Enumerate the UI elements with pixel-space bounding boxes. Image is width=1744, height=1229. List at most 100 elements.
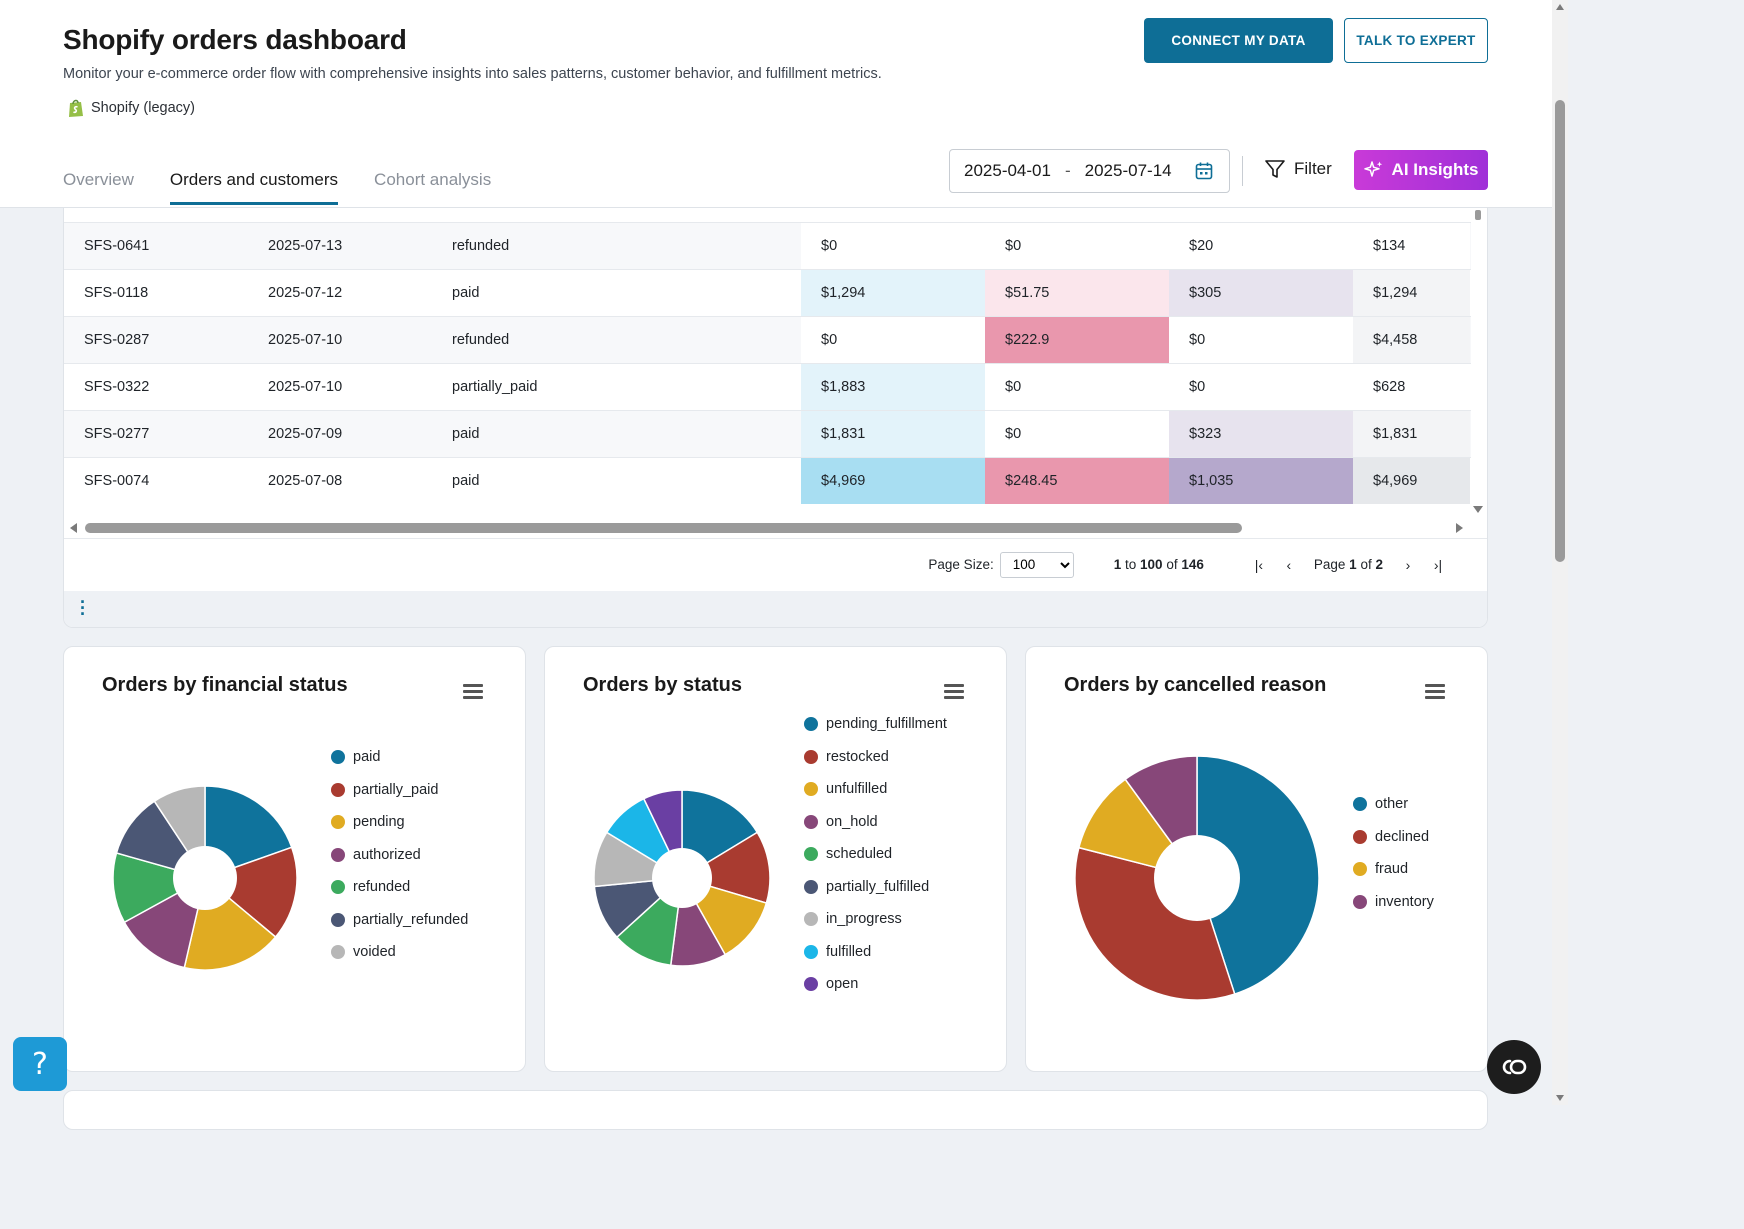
donut-hole xyxy=(1154,835,1240,921)
chart-legend: paid partially_paid pending authorized refun… xyxy=(331,741,468,969)
table-horizontal-scrollbar[interactable] xyxy=(64,518,1471,538)
legend-label: refunded xyxy=(353,879,411,896)
chat-button[interactable] xyxy=(1487,1040,1541,1094)
amount-cell: $20 xyxy=(1169,223,1353,269)
current-page: 1 xyxy=(1349,557,1357,572)
scroll-right-arrow-icon[interactable] xyxy=(1456,523,1463,533)
table-vertical-scroll-thumb[interactable] xyxy=(1475,210,1481,220)
table-row[interactable]: SFS-0641 2025-07-13 refunded $0 $0 $20 $134 xyxy=(64,222,1471,269)
page-subtitle: Monitor your e-commerce order flow with … xyxy=(63,66,882,82)
pie-slice-partially_paid[interactable] xyxy=(203,846,298,939)
legend-item-paid[interactable]: paid xyxy=(331,741,468,774)
scroll-left-arrow-icon[interactable] xyxy=(70,523,77,533)
chart-title: Orders by cancelled reason xyxy=(1064,674,1327,696)
legend-item-voided[interactable]: voided xyxy=(331,936,468,969)
amount-cell: $0 xyxy=(801,223,985,269)
next-page-icon[interactable]: › xyxy=(1405,556,1411,573)
legend-item-unfulfilled[interactable]: unfulfilled xyxy=(804,773,947,806)
chart-title: Orders by status xyxy=(583,674,742,696)
range-to-word: to xyxy=(1124,557,1137,572)
table-row[interactable]: SFS-0074 2025-07-08 paid $4,969 $248.45 $1,03… xyxy=(64,457,1471,504)
financial-status-cell: paid xyxy=(452,285,480,301)
order-date-cell: 2025-07-10 xyxy=(268,379,343,395)
financial-status-pie-chart xyxy=(112,785,298,971)
legend-label: pending_fulfillment xyxy=(826,716,947,733)
legend-swatch xyxy=(1353,829,1367,844)
tab-cohort-analysis[interactable]: Cohort analysis xyxy=(374,170,492,189)
page-size-label: Page Size: xyxy=(928,557,994,572)
table-row-partial xyxy=(64,208,1471,222)
legend-item-fulfilled[interactable]: fulfilled xyxy=(804,936,947,969)
page-scroll-up-icon[interactable] xyxy=(1556,4,1564,10)
ai-insights-button[interactable]: AI Insights xyxy=(1354,150,1488,190)
pie-slice-restocked[interactable] xyxy=(680,831,771,904)
legend-swatch xyxy=(1353,894,1367,909)
first-page-icon[interactable]: |‹ xyxy=(1254,556,1264,573)
legend-item-scheduled[interactable]: scheduled xyxy=(804,838,947,871)
date-range-picker[interactable]: 2025-04-01 - 2025-07-14 xyxy=(949,149,1230,193)
page-size-select[interactable]: 100 xyxy=(999,551,1074,578)
amount-cell: $134 xyxy=(1353,223,1470,269)
legend-swatch xyxy=(804,782,818,797)
next-section-card xyxy=(63,1090,1488,1130)
amount-cell: $4,458 xyxy=(1353,317,1470,363)
page-scroll-thumb[interactable] xyxy=(1555,100,1565,562)
legend-item-in_progress[interactable]: in_progress xyxy=(804,903,947,936)
pie-slice-other[interactable] xyxy=(1196,755,1320,995)
financial-status-cell: partially_paid xyxy=(452,379,538,395)
legend-item-partially_fulfilled[interactable]: partially_fulfilled xyxy=(804,871,947,904)
legend-label: fraud xyxy=(1375,861,1409,878)
scroll-down-arrow-icon[interactable] xyxy=(1473,506,1483,513)
legend-label: scheduled xyxy=(826,846,893,863)
chart-menu-icon[interactable] xyxy=(463,684,483,700)
donut-hole xyxy=(173,846,237,910)
chart-legend: pending_fulfillment restocked unfulfilled o… xyxy=(804,708,947,1001)
table-row[interactable]: SFS-0322 2025-07-10 partially_paid $1,883 $0… xyxy=(64,363,1471,410)
legend-item-declined[interactable]: declined xyxy=(1353,821,1434,854)
legend-item-open[interactable]: open xyxy=(804,968,947,1001)
legend-item-partially_paid[interactable]: partially_paid xyxy=(331,774,468,807)
legend-item-refunded[interactable]: refunded xyxy=(331,871,468,904)
legend-item-fraud[interactable]: fraud xyxy=(1353,853,1434,886)
last-page-icon[interactable]: ›| xyxy=(1433,556,1443,573)
table-row[interactable]: SFS-0287 2025-07-10 refunded $0 $222.9 $0 $4,4… xyxy=(64,316,1471,363)
previous-page-icon[interactable]: ‹ xyxy=(1286,556,1292,573)
filter-label: Filter xyxy=(1294,159,1332,178)
filter-button[interactable]: Filter xyxy=(1264,158,1332,180)
amount-cell: $222.9 xyxy=(985,317,1169,363)
page-scrollbar[interactable] xyxy=(1552,0,1568,1105)
legend-item-partially_refunded[interactable]: partially_refunded xyxy=(331,904,468,937)
help-button[interactable]: ? xyxy=(13,1037,67,1091)
legend-item-pending[interactable]: pending xyxy=(331,806,468,839)
tab-overview[interactable]: Overview xyxy=(63,170,134,189)
chart-menu-icon[interactable] xyxy=(1425,684,1445,700)
pie-slice-refunded[interactable] xyxy=(112,852,207,924)
more-options-icon[interactable]: · · · xyxy=(80,592,86,624)
legend-item-restocked[interactable]: restocked xyxy=(804,741,947,774)
donut-hole xyxy=(652,848,712,908)
legend-swatch xyxy=(804,977,818,992)
legend-item-authorized[interactable]: authorized xyxy=(331,839,468,872)
table-vertical-scrollbar[interactable] xyxy=(1469,208,1487,518)
table-horizontal-scroll-thumb[interactable] xyxy=(85,523,1242,533)
legend-item-pending_fulfillment[interactable]: pending_fulfillment xyxy=(804,708,947,741)
talk-to-expert-button[interactable]: TALK TO EXPERT xyxy=(1344,18,1488,63)
legend-item-other[interactable]: other xyxy=(1353,788,1434,821)
chart-menu-icon[interactable] xyxy=(944,684,964,700)
table-footer: · · · xyxy=(64,591,1487,627)
order-date-cell: 2025-07-08 xyxy=(268,473,343,489)
connect-my-data-button[interactable]: CONNECT MY DATA xyxy=(1144,18,1333,63)
legend-item-on_hold[interactable]: on_hold xyxy=(804,806,947,839)
chart-card-cancelled-reason: Orders by cancelled reason other declined… xyxy=(1025,646,1488,1072)
table-row[interactable]: SFS-0277 2025-07-09 paid $1,831 $0 $323 $1,831 xyxy=(64,410,1471,457)
legend-label: paid xyxy=(353,749,381,766)
tab-orders-and-customers[interactable]: Orders and customers xyxy=(169,170,339,205)
calendar-icon[interactable] xyxy=(1195,161,1213,181)
table-row[interactable]: SFS-0118 2025-07-12 paid $1,294 $51.75 $305 $1… xyxy=(64,269,1471,316)
chart-title: Orders by financial status xyxy=(102,674,348,696)
date-separator: - xyxy=(1064,161,1071,180)
cancelled-reason-pie-chart xyxy=(1074,755,1320,1001)
amount-cell: $0 xyxy=(985,223,1169,269)
legend-item-inventory[interactable]: inventory xyxy=(1353,886,1434,919)
page-scroll-down-icon[interactable] xyxy=(1556,1095,1564,1101)
